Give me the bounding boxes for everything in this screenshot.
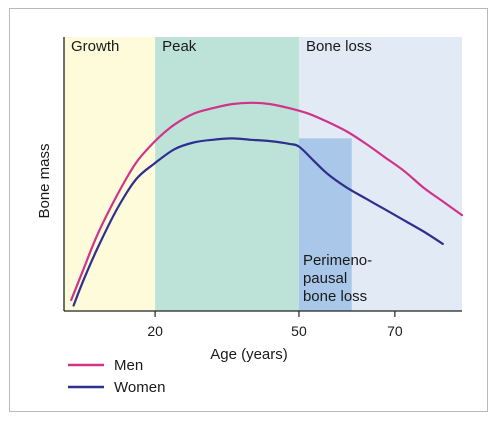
region-label-peak: Peak [162,38,197,55]
x-tick-label-50: 50 [291,323,307,339]
axes [63,37,462,312]
series-lines [70,101,464,307]
perimenopausal-label-line-2: pausal [303,270,347,287]
perimenopausal-highlight [298,138,352,311]
region-label-bone-loss: Bone loss [306,38,372,55]
x-tick-label-20: 20 [147,323,163,339]
series-line-men [70,101,464,302]
age-regions [64,37,462,311]
legend-label-women: Women [114,379,165,396]
region-labels: Growth Peak Bone loss [71,38,372,55]
x-ticks: 20 50 70 [147,311,403,339]
region-label-growth: Growth [71,38,119,55]
x-tick-label-70: 70 [387,323,403,339]
region-peak [155,37,299,311]
legend-label-men: Men [114,357,143,374]
perimenopausal-label-line-3: bone loss [303,288,367,305]
perimenopausal-rect [298,138,352,311]
series-line-women [72,137,444,307]
y-axis-label: Bone mass [36,143,53,218]
figure-frame [9,8,488,412]
perimenopausal-label-line-1: Perimeno- [303,252,372,269]
x-axis-label: Age (years) [210,346,288,363]
legend: Men Women [68,357,165,396]
